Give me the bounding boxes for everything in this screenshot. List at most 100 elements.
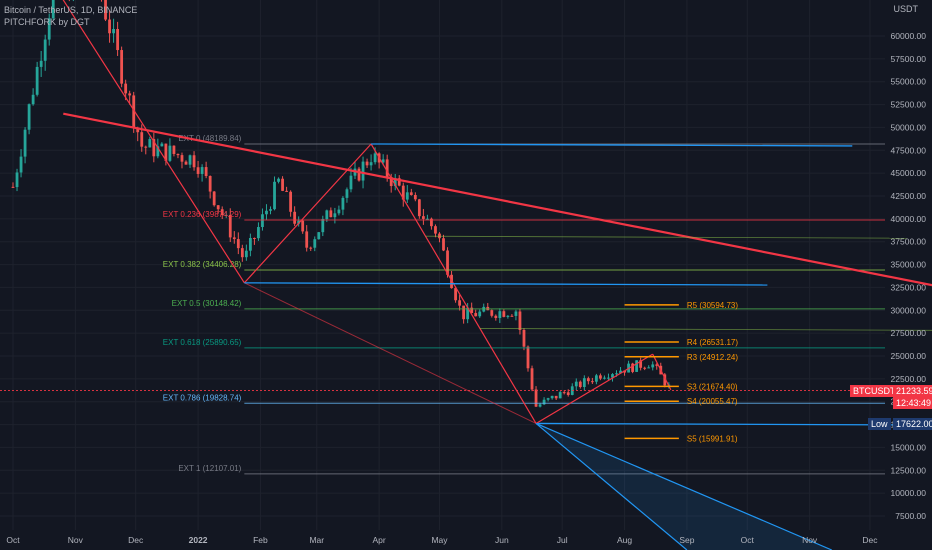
y-tick-10: 35000.00 [891, 260, 927, 270]
candle-body [506, 315, 510, 317]
candle-body [289, 191, 293, 212]
x-tick-9: Jul [557, 535, 568, 545]
candle-body [265, 210, 268, 215]
extension-label-6: EXT 1 (12107.01) [178, 464, 241, 473]
candle-body [156, 146, 160, 157]
candle-body [164, 143, 168, 161]
candle-body [301, 220, 305, 232]
x-tick-4: Feb [253, 535, 268, 545]
swing-leg [62, 0, 245, 284]
candle-body [574, 381, 578, 387]
candle-body [474, 313, 478, 317]
candle-body [647, 367, 651, 369]
x-tick-8: Jun [495, 535, 509, 545]
pitchfork-inner-1 [479, 328, 932, 331]
candle-body [590, 381, 594, 383]
candle-body [349, 175, 353, 190]
candle-body [578, 381, 582, 388]
candle-body [196, 167, 200, 174]
candle-body [140, 132, 144, 147]
candle-body [232, 237, 236, 240]
candle-body [281, 178, 284, 191]
candle-body [228, 214, 232, 238]
candle-body [305, 231, 309, 248]
y-tick-15: 22500.00 [891, 374, 927, 384]
low-value-tag: 17622.00 [893, 418, 932, 430]
symbol-title[interactable]: Bitcoin / TetherUS, 1D, BINANCE [4, 5, 138, 15]
extension-label-3: EXT 0.5 (30148.42) [172, 299, 242, 308]
pitchfork-upper [371, 143, 853, 147]
y-tick-21: 7500.00 [895, 511, 926, 521]
candle-body [35, 66, 39, 95]
candle-body [47, 18, 51, 40]
candle-body [112, 29, 115, 34]
candle-body [454, 288, 457, 301]
y-tick-20: 10000.00 [891, 488, 927, 498]
candle-body [494, 315, 498, 319]
candle-body [188, 155, 192, 165]
candle-body [631, 363, 635, 372]
y-tick-6: 45000.00 [891, 168, 927, 178]
candle-body [313, 239, 317, 248]
candle-body [594, 375, 598, 382]
candle-body [325, 210, 329, 220]
candle-body [293, 211, 297, 224]
y-tick-19: 12500.00 [891, 465, 927, 475]
candle-body [160, 143, 164, 147]
candle-body [184, 161, 188, 165]
candle-body [381, 159, 385, 163]
candle-body [261, 214, 264, 228]
x-tick-13: Nov [802, 535, 818, 545]
candle-body [108, 19, 111, 34]
y-tick-3: 52500.00 [891, 100, 927, 110]
candle-body [15, 172, 19, 188]
candle-body [172, 145, 176, 154]
last-price-tag: 21233.59 [893, 385, 932, 397]
y-tick-5: 47500.00 [891, 145, 927, 155]
extension-label-0: EXT 0 (48189.84) [178, 134, 241, 143]
y-tick-2: 55000.00 [891, 77, 927, 87]
x-tick-10: Aug [617, 535, 632, 545]
candle-body [39, 60, 43, 67]
candle-body [446, 250, 449, 275]
candle-body [518, 311, 522, 330]
candle-body [558, 392, 562, 399]
candle-body [651, 364, 655, 368]
candle-body [458, 300, 461, 306]
candle-body [582, 378, 586, 388]
candle-body [253, 237, 256, 239]
candle-body [361, 161, 365, 181]
candle-body [240, 248, 244, 258]
candle-body [144, 146, 148, 148]
candle-body [369, 162, 373, 166]
symbol-price-tag: BTCUSDT [850, 385, 899, 397]
extension-label-4: EXT 0.618 (25890.65) [163, 338, 242, 347]
candle-body [273, 181, 276, 210]
candle-body [430, 218, 433, 227]
y-tick-18: 15000.00 [891, 442, 927, 452]
candle-body [321, 219, 325, 233]
candle-body [23, 129, 27, 157]
candle-body [566, 392, 570, 395]
candle-body [136, 127, 140, 133]
candle-body [11, 186, 15, 188]
mini-fork-leg-a [535, 353, 654, 424]
candle-body [128, 93, 132, 96]
candle-body [337, 209, 341, 214]
currency-label: USDT [893, 4, 919, 14]
x-tick-6: Apr [373, 535, 386, 545]
candle-body [498, 311, 502, 319]
y-tick-0: 60000.00 [891, 31, 927, 41]
candle-body [120, 50, 124, 84]
x-tick-14: Dec [862, 535, 878, 545]
candle-body [611, 374, 614, 378]
candle-body [514, 311, 518, 316]
pitchfork-inner-0 [425, 235, 907, 239]
candle-body [426, 218, 429, 220]
bar-countdown-tag: 12:43:49 [893, 397, 932, 409]
candle-body [502, 311, 506, 317]
candle-body [345, 189, 349, 198]
indicator-title[interactable]: PITCHFORK by DGT [4, 17, 90, 27]
x-tick-5: Mar [309, 535, 324, 545]
